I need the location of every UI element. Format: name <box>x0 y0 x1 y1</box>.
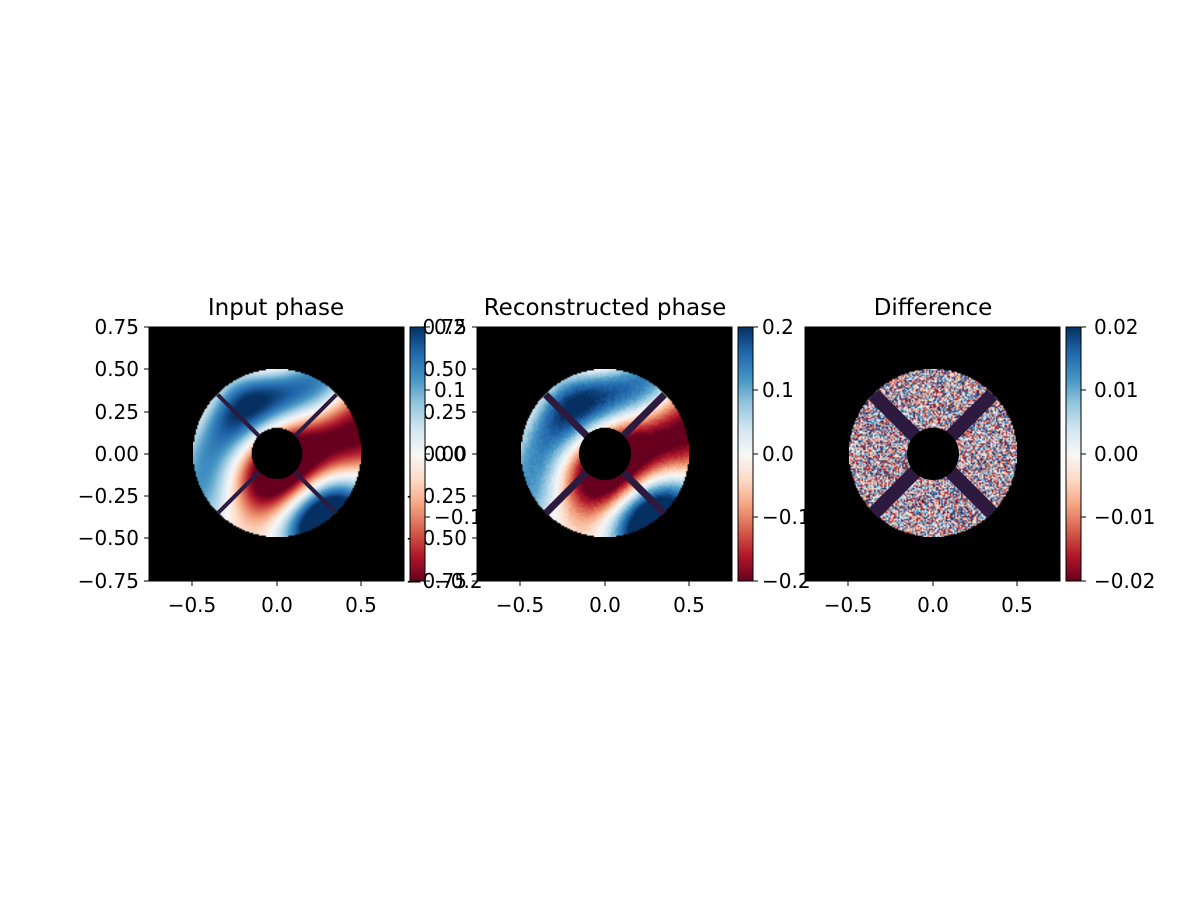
panel-input-phase: Input phase −0.5 0.0 0.5 0.75 0.50 <box>78 295 405 617</box>
colorbar-tick-label: 0.0 <box>434 442 466 466</box>
x-tick-label: 0.5 <box>345 593 377 617</box>
y-tick-label: 0.00 <box>94 442 139 466</box>
colorbar-tick-label: −0.2 <box>434 569 483 593</box>
x-tick-label: 0.5 <box>1001 593 1033 617</box>
spider-vane <box>216 470 261 515</box>
central-obscuration <box>252 429 302 479</box>
spider-vane <box>868 389 921 442</box>
spider-vanes <box>868 389 998 519</box>
panel-title: Reconstructed phase <box>484 295 727 321</box>
colorbar-tick-label: 0.2 <box>762 315 794 339</box>
panel-difference: Difference −0.5 0.0 0.5 <box>804 295 1061 617</box>
x-tick-label: 0.0 <box>261 593 293 617</box>
spider-vane <box>293 470 338 515</box>
heatmap-area <box>148 326 405 582</box>
colorbar-tick-label: 0.02 <box>1094 315 1139 339</box>
spider-vane <box>945 389 998 442</box>
spider-vane <box>620 392 667 439</box>
colorbar-gradient <box>409 326 426 582</box>
colorbar-gradient <box>737 326 754 582</box>
spider-vane <box>293 393 338 438</box>
colorbar-tick-label: −0.1 <box>762 505 811 529</box>
x-axis: −0.5 0.0 0.5 <box>824 581 1033 617</box>
colorbar-tick-label: 0.0 <box>762 442 794 466</box>
central-obscuration <box>907 428 959 480</box>
spider-vanes <box>543 392 667 516</box>
spider-vane <box>543 392 590 439</box>
spider-vanes <box>216 393 338 515</box>
spider-vane <box>216 393 261 438</box>
panel-title: Difference <box>874 295 993 321</box>
y-tick-label: −0.75 <box>78 569 139 593</box>
colorbar-tick-label: 0.2 <box>434 315 466 339</box>
colorbar-reconstructed-phase: 0.2 0.1 0.0 −0.1 −0.2 <box>737 315 811 593</box>
y-tick-label: −0.25 <box>78 484 139 508</box>
x-axis: −0.5 0.0 0.5 <box>496 581 705 617</box>
colorbar-input-phase: 0.2 0.1 0.0 −0.1 −0.2 <box>409 315 483 593</box>
y-tick-label: 0.75 <box>94 315 139 339</box>
x-tick-label: −0.5 <box>824 593 873 617</box>
x-tick-label: 0.5 <box>673 593 705 617</box>
colorbar-difference: 0.02 0.01 0.00 −0.01 −0.02 <box>1065 315 1155 593</box>
colorbar-tick-label: −0.02 <box>1094 569 1155 593</box>
y-tick-label: 0.50 <box>422 357 467 381</box>
x-tick-label: 0.0 <box>917 593 949 617</box>
spider-vane <box>868 466 921 519</box>
x-tick-label: 0.0 <box>589 593 621 617</box>
colorbar-tick-label: −0.2 <box>762 569 811 593</box>
y-axis: 0.75 0.50 0.25 0.00 −0.25 −0.50 −0.75 <box>78 315 149 593</box>
colorbar-tick-label: 0.01 <box>1094 378 1139 402</box>
central-obscuration <box>579 428 631 480</box>
colorbar-tick-label: −0.1 <box>434 505 483 529</box>
y-tick-label: 0.50 <box>94 357 139 381</box>
x-axis: −0.5 0.0 0.5 <box>168 581 377 617</box>
spider-vane <box>945 466 998 519</box>
colorbar-tick-label: 0.1 <box>434 378 466 402</box>
x-tick-label: −0.5 <box>168 593 217 617</box>
colorbar-tick-label: 0.00 <box>1094 442 1139 466</box>
x-tick-label: −0.5 <box>496 593 545 617</box>
colorbar-tick-label: 0.1 <box>762 378 794 402</box>
colorbar-tick-label: −0.01 <box>1094 505 1155 529</box>
spider-vane <box>620 469 667 516</box>
y-tick-label: 0.25 <box>422 400 467 424</box>
panel-title: Input phase <box>208 295 344 321</box>
y-tick-label: −0.50 <box>78 526 139 550</box>
colorbar-gradient <box>1065 326 1082 582</box>
y-tick-label: 0.25 <box>94 400 139 424</box>
heatmap-area <box>476 326 733 582</box>
spider-vane <box>543 469 590 516</box>
heatmap-area <box>804 326 1061 582</box>
